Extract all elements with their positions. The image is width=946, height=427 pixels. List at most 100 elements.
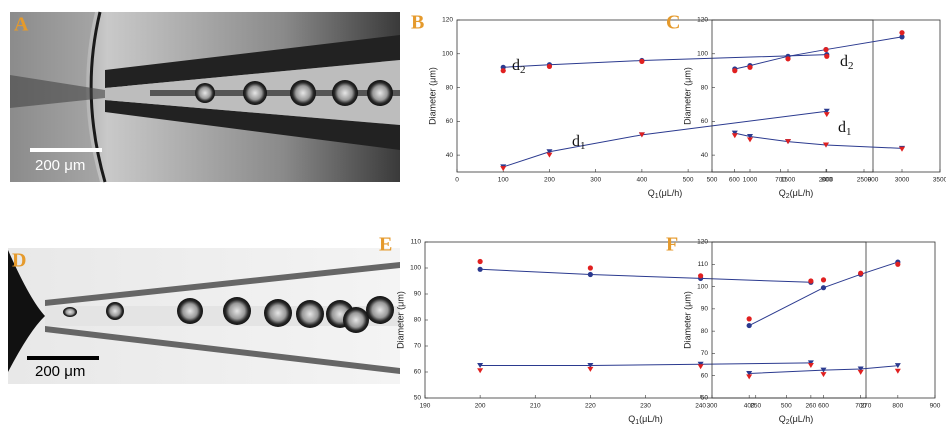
scale-label: 200 μm — [35, 363, 85, 380]
x-tick-label: 100 — [498, 177, 509, 184]
point — [500, 166, 507, 172]
point — [894, 363, 901, 369]
x-tick-label: 270 — [861, 403, 872, 410]
x-axis-label-unit: (μL/h) — [790, 414, 814, 424]
plot-frame — [424, 241, 867, 399]
y-tick-label: 100 — [442, 50, 453, 57]
x-tick-label: 600 — [818, 403, 829, 410]
y-tick-label: 100 — [697, 50, 708, 57]
point — [899, 34, 905, 40]
point — [894, 368, 901, 374]
point — [807, 363, 814, 368]
point — [785, 56, 791, 62]
y-tick-label: 40 — [446, 152, 454, 159]
y-tick-label: 100 — [410, 265, 421, 272]
y-axis-label: Diameter (μm) — [682, 67, 692, 125]
plot-frame — [711, 19, 941, 173]
x-tick-label: 2500 — [857, 177, 872, 184]
x-tick-label: 250 — [750, 403, 761, 410]
y-tick-label: 60 — [446, 118, 454, 125]
y-tick-label: 90 — [414, 291, 422, 298]
point — [746, 370, 753, 376]
x-tick-label: 700 — [775, 177, 786, 184]
y-axis-label: Diameter (μm) — [427, 67, 437, 125]
panel-label: A — [14, 14, 29, 36]
x-tick-label: 240 — [695, 403, 706, 410]
annotation-text: d — [572, 133, 580, 150]
point — [477, 368, 484, 374]
point — [546, 63, 553, 70]
y-axis-label: Diameter (μm) — [682, 291, 692, 349]
point — [731, 133, 738, 139]
x-axis-label-text: Q — [628, 414, 635, 424]
x-axis-label: Q1(μL/h) — [648, 188, 683, 199]
point — [746, 374, 753, 380]
x-axis-label-text: Q — [779, 188, 786, 198]
fit-line — [734, 132, 903, 149]
x-tick-label: 500 — [781, 403, 792, 410]
point — [500, 68, 506, 74]
point — [823, 142, 829, 148]
point — [899, 30, 905, 36]
x-axis-label-unit: (μL/h) — [639, 414, 663, 424]
point — [824, 53, 830, 59]
point — [698, 273, 704, 279]
x-tick-label: 500 — [683, 177, 694, 184]
point — [808, 278, 814, 284]
y-tick-label: 40 — [701, 152, 709, 159]
y-tick-label: 80 — [701, 328, 709, 335]
annotation-text: d — [838, 119, 846, 136]
plot-frame — [456, 19, 874, 173]
x-axis-label-unit: (μL/h) — [659, 188, 683, 198]
point — [587, 265, 593, 271]
x-tick-label: 210 — [530, 403, 541, 410]
x-axis-label-sub: 1 — [635, 419, 639, 426]
x-tick-label: 400 — [744, 403, 755, 410]
point — [823, 108, 830, 114]
x-tick-label: 800 — [821, 177, 832, 184]
x-tick-label: 3500 — [933, 177, 946, 184]
annotation-sub: 2 — [520, 64, 526, 76]
fit-line — [480, 268, 811, 283]
x-tick-label: 3000 — [895, 177, 910, 184]
x-tick-label: 400 — [636, 177, 647, 184]
annotation-sub: 1 — [846, 126, 852, 138]
point — [587, 363, 594, 368]
annotation: d1 — [838, 119, 852, 138]
annotation-text: d — [512, 57, 520, 74]
annotation-text: d — [840, 53, 848, 70]
y-axis-label: Diameter (μm) — [395, 291, 405, 349]
point — [587, 366, 594, 372]
x-axis-label-text: Q — [648, 188, 655, 198]
x-tick-label: 200 — [475, 403, 486, 410]
point — [732, 68, 738, 74]
x-tick-label: 260 — [805, 403, 816, 410]
point — [820, 277, 827, 283]
point — [823, 112, 830, 118]
fit-line — [503, 110, 827, 168]
panel-label: D — [12, 250, 26, 272]
fit-line — [480, 362, 811, 366]
x-tick-label: 300 — [707, 403, 718, 410]
point — [820, 367, 827, 373]
x-tick-label: 1500 — [781, 177, 796, 184]
x-tick-label: 230 — [640, 403, 651, 410]
y-tick-label: 60 — [701, 118, 709, 125]
fit-line — [734, 36, 903, 70]
point — [820, 372, 827, 378]
y-tick-label: 50 — [701, 395, 709, 402]
x-tick-label: 190 — [420, 403, 431, 410]
x-tick-label: 900 — [930, 403, 941, 410]
x-tick-label: 220 — [585, 403, 596, 410]
y-tick-label: 50 — [414, 395, 422, 402]
annotation: d1 — [572, 133, 586, 152]
y-tick-label: 120 — [697, 239, 708, 246]
y-tick-label: 100 — [697, 283, 708, 290]
point — [639, 58, 645, 64]
point — [899, 146, 905, 152]
y-tick-label: 90 — [701, 306, 709, 313]
point — [747, 134, 753, 140]
y-tick-label: 120 — [697, 17, 708, 24]
annotation: d2 — [840, 53, 854, 72]
